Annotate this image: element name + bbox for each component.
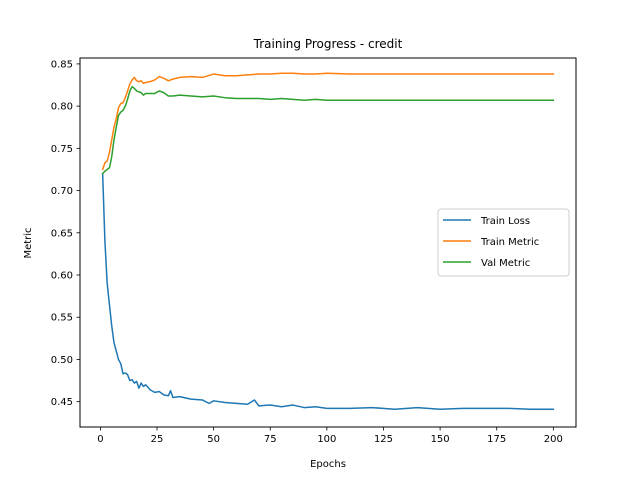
legend-label: Val Metric xyxy=(481,258,530,269)
x-tick-label: 200 xyxy=(544,434,563,445)
y-tick-label: 0.65 xyxy=(51,228,73,239)
x-tick-label: 100 xyxy=(317,434,336,445)
x-axis-label: Epochs xyxy=(310,459,346,470)
x-tick-label: 125 xyxy=(374,434,393,445)
plot-area xyxy=(101,72,555,411)
x-tick-label: 150 xyxy=(431,434,450,445)
x-tick-label: 175 xyxy=(487,434,506,445)
x-tick-label: 50 xyxy=(207,434,220,445)
legend-label: Train Metric xyxy=(480,237,539,248)
plot-frame xyxy=(79,57,577,428)
chart-title: Training Progress - credit xyxy=(253,37,403,51)
y-tick-label: 0.45 xyxy=(51,397,73,408)
y-tick-label: 0.75 xyxy=(51,144,73,155)
series-line-1 xyxy=(101,172,555,411)
x-tick-label: 0 xyxy=(97,434,103,445)
legend-label: Train Loss xyxy=(480,216,530,227)
legend-box xyxy=(437,208,570,277)
x-tick-label: 25 xyxy=(151,434,164,445)
y-tick-label: 0.85 xyxy=(51,59,73,70)
x-tick-label: 75 xyxy=(264,434,277,445)
y-tick-label: 0.70 xyxy=(51,186,73,197)
y-tick-label: 0.60 xyxy=(51,271,73,282)
legend: Train Loss Train Metric Val Metric xyxy=(437,208,570,277)
series-line-3 xyxy=(101,85,555,175)
y-axis-label: Metric xyxy=(23,227,34,258)
series-line-2 xyxy=(101,72,555,171)
y-tick-label: 0.80 xyxy=(51,102,73,113)
y-tick-label: 0.55 xyxy=(51,313,73,324)
y-tick-label: 0.50 xyxy=(51,355,73,366)
axis-ticks: 0 25 50 75 100 125 150 175 200 0.45 0.50 0.55 0.60 0.… xyxy=(51,59,563,445)
